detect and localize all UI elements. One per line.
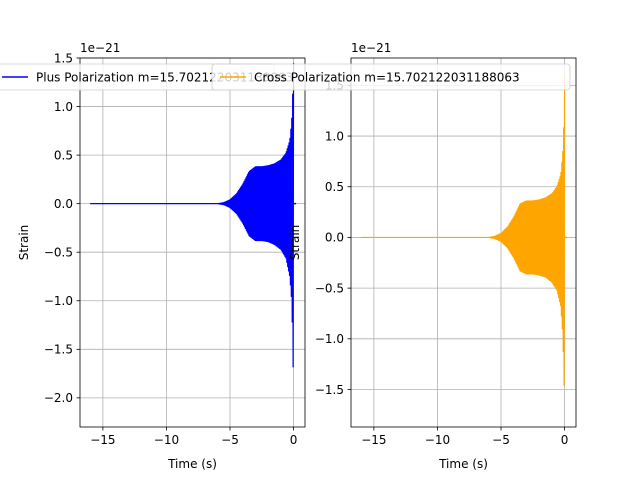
- x-tick-label: 0: [290, 433, 298, 447]
- x-axis-label: Time (s): [167, 457, 217, 471]
- y-tick-label: −2.0: [44, 391, 73, 405]
- x-tick-label: −15: [90, 433, 115, 447]
- x-tick-label: −15: [361, 433, 386, 447]
- x-axis: −15 −10 −5 0 Time (s): [361, 427, 568, 471]
- series-line: [90, 62, 295, 368]
- y-tick-label: 0.0: [325, 231, 344, 245]
- y-tick-label: −1.0: [44, 294, 73, 308]
- y-axis: −2.0 −1.5 −1.0 −0.5 0.0 0.5 1.0 1.5 Strain 1e−21: [17, 41, 120, 405]
- chart-panel-1: −15 −10 −5 0 Time (s) −2.0 −1.5 −1.0 −0.5 0.0 0.5 1…: [0, 41, 306, 471]
- y-tick-label: 0.0: [54, 197, 73, 211]
- legend: Cross Polarization m=15.702122031188063: [211, 63, 571, 91]
- y-tick-label: −1.5: [315, 383, 344, 397]
- y-tick-label: −0.5: [44, 246, 73, 260]
- axes-frame: [79, 57, 306, 428]
- series-1: [361, 75, 568, 386]
- y-tick-label: 1.0: [325, 129, 344, 143]
- series-1: [90, 62, 297, 368]
- y-tick-label: −0.5: [315, 281, 344, 295]
- y-offset-text: 1e−21: [351, 41, 391, 55]
- y-tick-label: 1.0: [54, 100, 73, 114]
- x-tick-label: −5: [221, 433, 239, 447]
- axes-frame: [350, 57, 577, 428]
- x-axis: −15 −10 −5 0 Time (s): [90, 427, 297, 471]
- x-tick-label: 0: [561, 433, 569, 447]
- series-line: [361, 75, 566, 386]
- y-tick-label: 0.5: [54, 148, 73, 162]
- x-tick-label: −5: [492, 433, 510, 447]
- y-tick-label: 0.5: [325, 180, 344, 194]
- x-tick-label: −10: [154, 433, 179, 447]
- y-tick-label: 1.5: [54, 51, 73, 65]
- y-axis-label: Strain: [288, 225, 302, 261]
- y-tick-label: −1.5: [44, 343, 73, 357]
- legend-label: Cross Polarization m=15.702122031188063: [254, 70, 520, 84]
- y-axis-label: Strain: [17, 225, 31, 261]
- legend-box: [211, 63, 571, 91]
- y-offset-text: 1e−21: [80, 41, 120, 55]
- x-tick-label: −10: [425, 433, 450, 447]
- x-axis-label: Time (s): [438, 457, 488, 471]
- y-tick-label: −1.0: [315, 332, 344, 346]
